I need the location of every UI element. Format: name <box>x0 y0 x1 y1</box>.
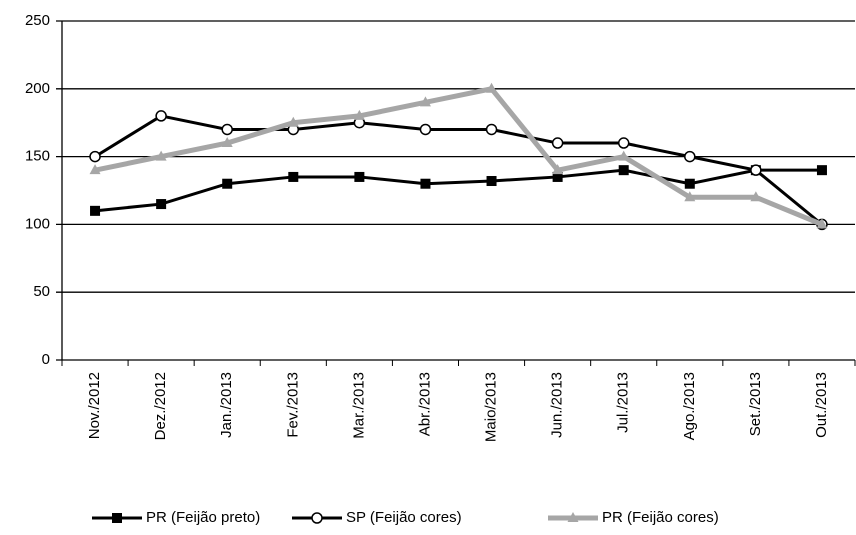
x-tick-label: Nov./2012 <box>86 372 103 439</box>
x-tick-label: Mar./2013 <box>350 372 367 439</box>
legend-label: PR (Feijão cores) <box>602 509 719 526</box>
marker <box>486 176 497 187</box>
x-tick-label: Jul./2013 <box>615 372 632 433</box>
marker <box>684 150 696 163</box>
series-line <box>94 168 822 213</box>
legend-label: SP (Feijão cores) <box>346 509 462 526</box>
marker <box>155 110 167 122</box>
marker <box>112 513 122 523</box>
marker <box>222 178 233 189</box>
series <box>89 82 828 229</box>
x-tick-label: Dez./2012 <box>152 372 169 440</box>
legend-label: PR (Feijão preto) <box>146 509 260 526</box>
x-tick-label: Out./2013 <box>813 372 830 438</box>
marker <box>89 150 101 163</box>
y-tick-label: 200 <box>25 80 50 97</box>
marker <box>353 109 365 120</box>
series <box>90 165 827 216</box>
marker <box>684 178 695 189</box>
legend: PR (Feijão preto) SP (Feijão cores) PR (Fe… <box>92 509 719 526</box>
x-tick-label: Jan./2013 <box>218 372 235 438</box>
x-tick-label: Maio/2013 <box>483 372 500 442</box>
x-tick-label: Jun./2013 <box>549 372 566 438</box>
marker <box>156 199 167 210</box>
marker <box>552 164 564 175</box>
marker <box>288 171 299 182</box>
x-tick-label: Ago./2013 <box>681 372 698 440</box>
x-tick-label: Abr./2013 <box>416 372 433 436</box>
marker <box>552 171 563 182</box>
marker <box>155 150 167 161</box>
marker <box>551 137 564 149</box>
marker <box>89 164 101 175</box>
x-tick-label: Set./2013 <box>747 372 764 436</box>
marker <box>485 123 498 136</box>
y-tick-label: 100 <box>25 215 50 232</box>
marker <box>354 171 365 182</box>
marker <box>420 178 431 189</box>
y-tick-label: 50 <box>33 283 50 300</box>
marker <box>816 218 828 229</box>
y-tick-label: 250 <box>25 12 50 29</box>
series-line <box>94 114 823 226</box>
marker <box>567 512 579 522</box>
marker <box>617 137 630 149</box>
y-tick-label: 150 <box>25 148 50 165</box>
marker <box>90 205 101 216</box>
marker <box>221 123 233 136</box>
marker <box>486 82 498 93</box>
marker <box>750 191 762 202</box>
marker <box>816 165 827 176</box>
marker <box>287 116 299 127</box>
marker <box>750 164 762 176</box>
marker <box>311 512 323 524</box>
series-line <box>94 86 823 227</box>
marker <box>684 191 696 202</box>
marker <box>221 137 233 148</box>
y-tick-label: 0 <box>42 351 50 368</box>
x-tick-label: Fev./2013 <box>284 372 301 438</box>
series <box>89 110 828 231</box>
marker <box>419 123 432 136</box>
marker <box>618 150 630 161</box>
marker <box>419 96 431 107</box>
marker <box>618 165 629 176</box>
